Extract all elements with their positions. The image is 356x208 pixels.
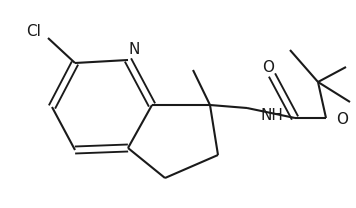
Text: N: N bbox=[128, 42, 140, 57]
Text: O: O bbox=[336, 113, 348, 128]
Text: O: O bbox=[262, 61, 274, 76]
Text: Cl: Cl bbox=[26, 25, 41, 40]
Text: NH: NH bbox=[261, 108, 284, 123]
